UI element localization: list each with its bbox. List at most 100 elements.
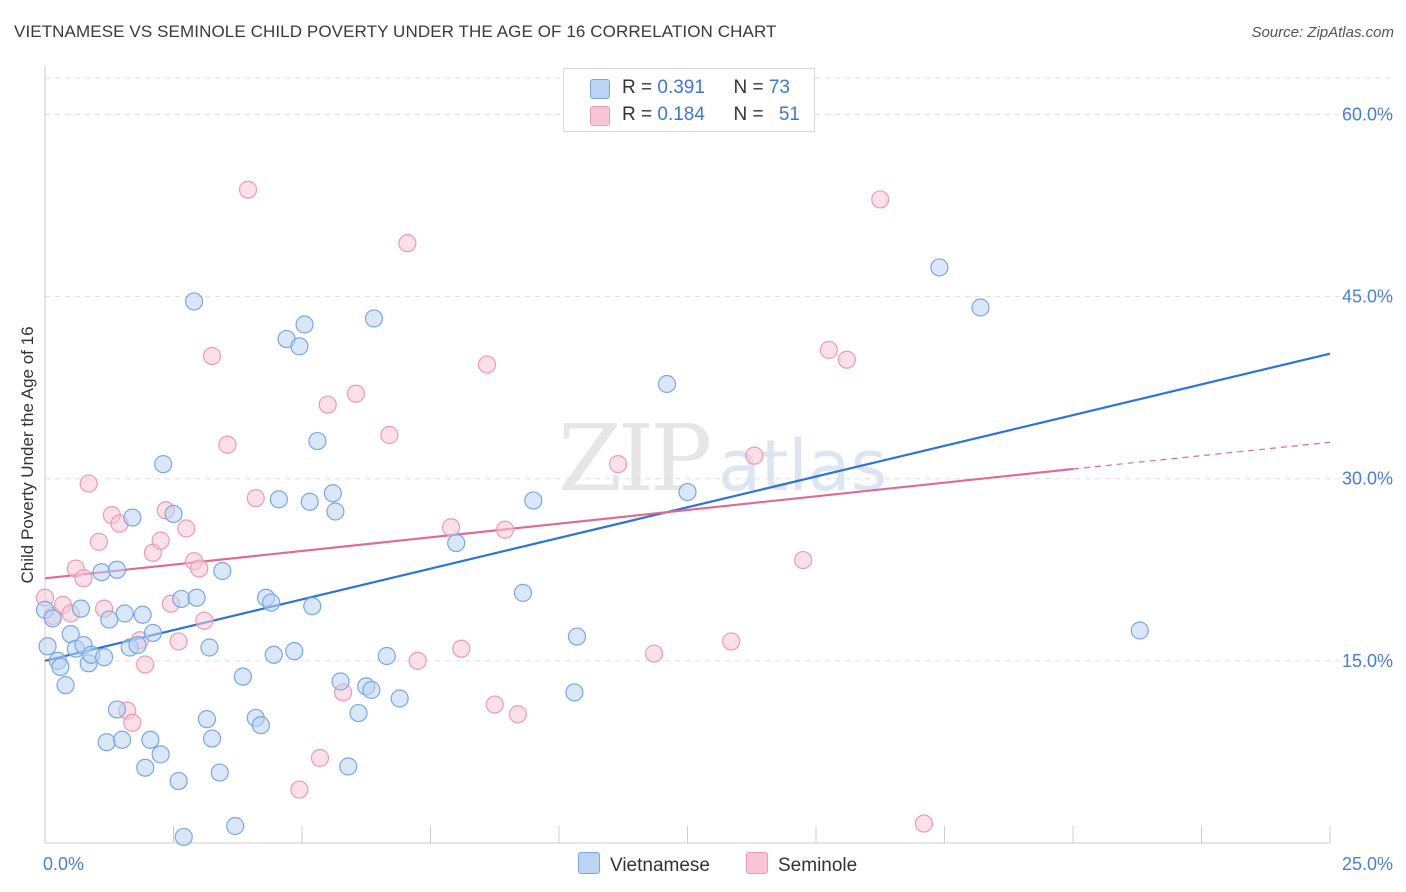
vietnamese-point [678,482,697,502]
seminole-point [310,748,330,768]
seminole-trendline [44,467,1074,580]
vietnamese-point [143,623,163,643]
y-axis-label: Child Poverty Under the Age of 16 [18,326,37,583]
vietnamese-point [154,455,173,474]
vietnamese-point [112,730,132,749]
vietnamese-point [290,337,309,356]
vietnamese-point [172,589,191,609]
vietnamese-point [349,703,368,723]
correlation-legend: R = 0.391 N = 73 R = 0.184 N = 51 [563,68,815,132]
seminole-point [346,384,366,403]
seminole-point [190,559,209,578]
seminole-point [745,446,764,465]
vietnamese-point [377,646,396,666]
vietnamese-point [213,561,232,581]
seminole-point [169,632,188,651]
seminole-point [123,713,142,732]
vietnamese-point [226,816,245,836]
vietnamese-point [657,374,677,394]
vietnamese-point [326,502,345,521]
r-label: R = [622,77,658,98]
seminole-point [495,520,515,539]
vietnamese-point [251,716,270,735]
vietnamese-point [43,609,62,628]
seminole-point [177,519,196,538]
seminole-point [398,234,417,253]
vietnamese-point [447,533,466,553]
vietnamese-point [174,827,193,847]
vietnamese-point [107,700,127,719]
n-label: N = [733,77,769,98]
vietnamese-point [339,757,358,776]
tick-labels: 15.0% 30.0% 45.0% 60.0% 0.0% 25.0% [43,104,1393,874]
vietnamese-point [95,648,114,667]
legend-item-seminole[interactable]: Seminole [746,852,857,877]
vietnamese-point [151,745,170,764]
vietnamese-point [51,657,70,677]
seminole-point [202,346,222,366]
r-value-vietnamese: 0.391 [657,77,705,98]
seminole-point [837,350,856,369]
vietnamese-legend-label: Vietnamese [610,855,710,876]
vietnamese-point [565,683,584,702]
vietnamese-point [308,431,327,451]
seminole-point [151,531,170,550]
n-label: N = [733,104,769,125]
vietnamese-point [71,599,91,618]
vietnamese-point [264,645,283,664]
seminole-point [477,355,497,374]
vietnamese-point [233,667,252,686]
vietnamese-point [184,292,204,311]
y-tick-label: 30.0% [1342,469,1393,489]
seminole-legend-label: Seminole [778,855,858,876]
seminole-point [136,655,155,674]
y-tick-label: 15.0% [1342,651,1393,671]
vietnamese-point [390,689,409,708]
n-value-seminole: 51 [778,104,800,125]
seminole-point [819,340,838,360]
x-tick-label: 0.0% [43,854,84,874]
seminole-point [914,814,934,833]
vietnamese-point [97,733,116,752]
vietnamese-point [1130,621,1149,640]
vietnamese-trendline [44,352,1331,662]
vietnamese-swatch-icon [590,79,610,99]
vietnamese-point [285,642,304,661]
seminole-point [609,455,628,474]
vietnamese-point [136,758,155,777]
seminole-points [35,180,934,833]
seminole-point [794,550,813,570]
axes [44,66,1331,844]
vietnamese-point [971,298,990,317]
seminole-trendline-extension [1072,441,1331,470]
seminole-point [644,644,664,663]
seminole-point [79,474,98,493]
vietnamese-point [197,710,217,729]
gridlines [45,77,1395,662]
vietnamese-point [164,504,183,524]
vietnamese-point [115,604,134,623]
vietnamese-point [128,635,147,655]
vietnamese-point [513,583,533,602]
r-label: R = [622,104,658,125]
vietnamese-point [303,597,322,616]
seminole-point [89,532,109,551]
x-tick-label: 25.0% [1342,854,1393,874]
vietnamese-point [202,729,222,748]
r-value-seminole: 0.184 [657,104,705,125]
vietnamese-point [930,258,949,277]
vietnamese-point [169,771,188,791]
vietnamese-point [295,315,314,334]
seminole-point [318,395,337,414]
legend-item-vietnamese[interactable]: Vietnamese [578,852,710,877]
trend-lines [44,352,1331,662]
vietnamese-point [100,610,119,629]
source-attribution: Source: ZipAtlas.com [1251,24,1394,41]
seminole-point [195,611,214,630]
vietnamese-point [524,491,543,510]
seminole-swatch-icon [590,106,610,126]
vietnamese-legend-icon [578,852,600,874]
seminole-point [485,695,504,714]
seminole-point [508,705,527,724]
